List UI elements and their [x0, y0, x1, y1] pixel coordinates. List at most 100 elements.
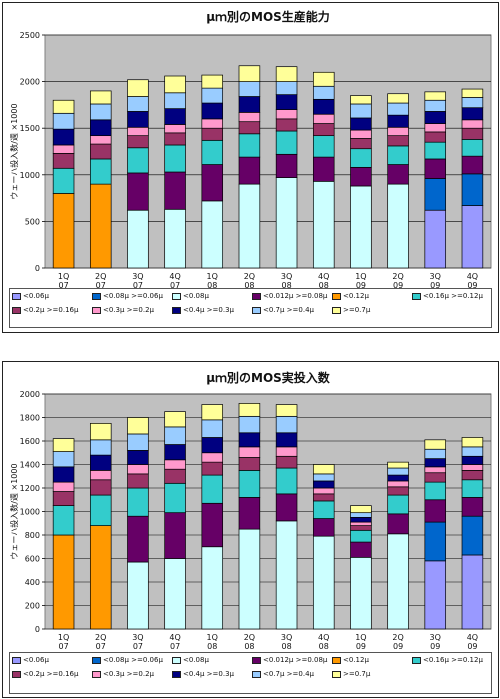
legend-label: <0.08μ >=0.06μ: [103, 656, 163, 664]
bar-segment: [387, 486, 409, 496]
bar-segment: [238, 112, 261, 123]
bar-segment: [350, 148, 372, 168]
bar-segment: [387, 461, 409, 469]
bar-segment: [461, 446, 484, 457]
bar-segment: [387, 93, 409, 104]
legend-label: <0.08μ: [183, 292, 209, 300]
bar-segment: [52, 144, 75, 154]
bar-segment: [424, 178, 447, 211]
legend-label: <0.08μ >=0.06μ: [103, 292, 163, 300]
bar-segment: [350, 505, 372, 514]
y-tick-label: 1600: [20, 437, 40, 446]
bar-segment: [350, 521, 372, 526]
bar-segment: [201, 546, 224, 630]
x-tick-label: 4Q: [318, 633, 329, 642]
x-tick-label: 2Q: [95, 272, 106, 281]
bar-segment: [127, 111, 149, 128]
x-tick-label: 08: [244, 281, 254, 288]
legend-item: <0.08μ: [172, 292, 209, 300]
bar-segment: [350, 95, 372, 105]
bar-segment: [52, 438, 75, 452]
bar-segment: [164, 512, 186, 559]
bar-segment: [89, 103, 112, 121]
legend-swatch: [172, 656, 181, 664]
x-tick-label: 08: [207, 642, 217, 651]
bar-segment: [275, 81, 298, 95]
y-tick-label: 600: [25, 555, 40, 564]
legend-swatch: [92, 292, 101, 300]
x-tick-label: 2Q: [244, 272, 255, 281]
legend-swatch: [92, 670, 101, 678]
legend-swatch: [412, 656, 421, 664]
bar-segment: [461, 119, 484, 129]
bar-segment: [164, 144, 186, 173]
bar-segment: [52, 99, 75, 114]
bar-segment: [461, 97, 484, 109]
bar-segment: [201, 74, 224, 89]
legend-label: >=0.7μ: [343, 670, 371, 678]
bar-segment: [275, 153, 298, 178]
capacity-chart-svg: μｍ別のMOS生産能力 0 500 1000 1500 2000 2500 ウェーハ投入数/週…: [9, 9, 492, 288]
bar-segment: [164, 132, 186, 146]
bar-segment: [238, 96, 261, 113]
bar-segment: [387, 126, 409, 137]
x-tick-label: 1Q: [355, 272, 366, 281]
x-tick-label: 09: [467, 642, 477, 651]
bar-segment: [275, 130, 298, 155]
legend-item: <0.012μ >=0.08μ: [252, 292, 327, 300]
bar-segment: [387, 183, 409, 269]
bar-segment: [52, 491, 75, 506]
legend-item: <0.3μ >=0.2μ: [92, 306, 154, 314]
legend-swatch: [172, 670, 181, 678]
bar-segment: [312, 135, 335, 158]
bar-segment: [461, 107, 484, 121]
bar-segment: [52, 167, 75, 194]
bar-segment: [312, 480, 335, 489]
bar-segment: [238, 457, 261, 471]
chart-panel-actual-input: μｍ別のMOS実投入数 0 200 400 600 800 1000 1200 1400 1600…: [2, 361, 499, 698]
legend-swatch: [332, 306, 341, 314]
y-tick-label: 2500: [20, 31, 40, 40]
bar-segment: [238, 432, 261, 448]
bar-segment: [424, 499, 447, 523]
bar-segment: [461, 139, 484, 157]
legend-swatch: [12, 306, 21, 314]
bar-segment: [89, 525, 112, 630]
legend-label: <0.3μ >=0.2μ: [103, 306, 154, 314]
legend-item: <0.4μ >=0.3μ: [172, 306, 234, 314]
x-tick-label: 1Q: [207, 272, 218, 281]
bar-segment: [275, 493, 298, 522]
bar-segment: [424, 448, 447, 459]
legend-item: <0.4μ >=0.3μ: [172, 670, 234, 678]
x-tick-label: 2Q: [392, 272, 403, 281]
legend-label: <0.7μ >=0.4μ: [263, 670, 314, 678]
bar-segment: [275, 432, 298, 448]
bar-segment: [164, 411, 186, 428]
legend-item: <0.7μ >=0.4μ: [252, 306, 314, 314]
bar-segment: [238, 415, 261, 434]
bar-segment: [312, 473, 335, 482]
x-tick-label: 09: [356, 281, 366, 288]
bar-segment: [201, 404, 224, 421]
legend-swatch: [332, 670, 341, 678]
bar-segment: [201, 102, 224, 120]
bar-segment: [312, 156, 335, 182]
bar-segment: [89, 479, 112, 496]
y-tick-label: 2000: [20, 78, 40, 87]
bar-segment: [275, 467, 298, 495]
x-tick-label: 3Q: [281, 272, 292, 281]
x-tick-label: 09: [356, 642, 366, 651]
x-tick-label: 2Q: [244, 633, 255, 642]
bar-segment: [89, 494, 112, 526]
legend-swatch: [12, 292, 21, 300]
bar-segment: [424, 111, 447, 124]
bar-segment: [424, 99, 447, 112]
bar-segment: [164, 124, 186, 134]
bar-segment: [238, 446, 261, 458]
y-tick-label: 200: [25, 602, 40, 611]
x-tick-label: 08: [207, 281, 217, 288]
legend-label: <0.12μ: [343, 656, 369, 664]
y-tick-label: 1000: [20, 508, 40, 517]
x-tick-label: 3Q: [132, 633, 143, 642]
legend-label: <0.06μ: [23, 292, 49, 300]
